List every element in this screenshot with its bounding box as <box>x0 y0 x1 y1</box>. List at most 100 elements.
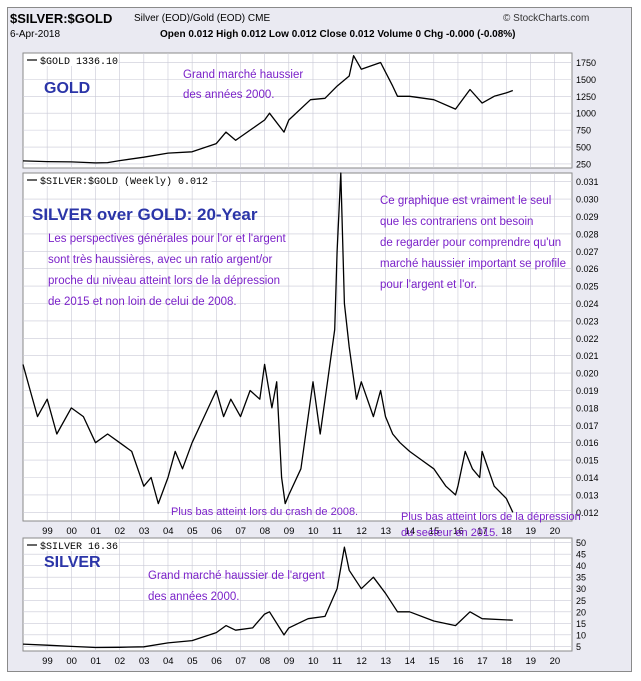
y-tick-label: 0.026 <box>576 264 599 274</box>
panel-silver <box>22 537 573 652</box>
y-tick-label: 5 <box>576 642 581 652</box>
x-tick-label: 14 <box>405 656 416 667</box>
x-tick-label: 13 <box>380 526 391 537</box>
y-tick-label: 0.028 <box>576 229 599 239</box>
y-tick-label: 1500 <box>576 75 596 85</box>
y-tick-label: 25 <box>576 596 586 606</box>
panel-gold <box>22 52 573 169</box>
x-tick-label: 15 <box>429 526 440 537</box>
x-tick-label: 19 <box>525 526 536 537</box>
y-tick-label: 0.023 <box>576 316 599 326</box>
annotation-low-2015: Plus bas atteint lors de la dépression du… <box>401 511 581 539</box>
y-tick-label: 0.015 <box>576 456 599 466</box>
y-tick-label: 40 <box>576 561 586 571</box>
x-tick-label: 17 <box>477 526 488 537</box>
x-tick-label: 06 <box>211 526 222 537</box>
x-tick-label: 07 <box>235 526 246 537</box>
chart-symbol: $SILVER:$GOLD <box>10 11 113 26</box>
y-tick-label: 15 <box>576 619 586 629</box>
series-line-gold <box>22 55 514 164</box>
x-tick-label: 05 <box>187 526 198 537</box>
legend-box <box>24 174 212 186</box>
x-tick-label: 20 <box>550 656 561 667</box>
legend-box <box>24 539 119 551</box>
y-tick-label: 0.025 <box>576 282 599 292</box>
y-tick-label: 0.029 <box>576 212 599 222</box>
y-tick-label: 20 <box>576 607 586 617</box>
annotation-low-2008: Plus bas atteint lors du crash de 2008. <box>171 506 358 518</box>
x-tick-label: 08 <box>260 526 271 537</box>
x-tick-label: 19 <box>525 656 536 667</box>
y-tick-label: 45 <box>576 550 586 560</box>
y-tick-label: 0.022 <box>576 334 599 344</box>
x-tick-label: 16 <box>453 526 464 537</box>
x-tick-label: 16 <box>453 656 464 667</box>
y-tick-label: 0.018 <box>576 403 599 413</box>
x-tick-label: 10 <box>308 656 319 667</box>
y-tick-label: 0.017 <box>576 421 599 431</box>
ohlc-readout: Open 0.012 High 0.012 Low 0.012 Close 0.… <box>160 29 516 40</box>
y-tick-label: 1750 <box>576 58 596 68</box>
legend-box <box>24 54 119 66</box>
y-tick-label: 0.016 <box>576 438 599 448</box>
y-tick-label: 0.021 <box>576 351 599 361</box>
x-tick-label: 09 <box>284 526 295 537</box>
y-tick-label: 0.014 <box>576 473 599 483</box>
y-tick-label: 10 <box>576 630 586 640</box>
y-tick-label: 0.013 <box>576 490 599 500</box>
x-tick-label: 06 <box>211 656 222 667</box>
x-tick-label: 11 <box>332 656 342 667</box>
x-tick-label: 01 <box>90 656 101 667</box>
series-line-silver-gold-ratio <box>22 172 514 513</box>
y-tick-label: 35 <box>576 573 586 583</box>
x-tick-label: 99 <box>42 656 53 667</box>
y-tick-label: 30 <box>576 584 586 594</box>
ratio-annotation-left: Les perspectives générales pour l'or et … <box>48 233 287 308</box>
ratio-title: SILVER over GOLD: 20-Year <box>32 205 258 224</box>
legend-label: $SILVER:$GOLD (Weekly) 0.012 <box>40 176 208 188</box>
x-tick-label: 04 <box>163 526 174 537</box>
silver-title: SILVER <box>44 554 101 571</box>
chart-frame: $SILVER:$GOLD Silver (EOD)/Gold (EOD) CM… <box>7 7 632 672</box>
y-tick-label: 750 <box>576 126 591 136</box>
x-tick-label: 20 <box>550 526 561 537</box>
x-tick-label: 07 <box>235 656 246 667</box>
x-tick-label: 08 <box>260 656 271 667</box>
x-tick-label: 18 <box>501 656 512 667</box>
ratio-annotation-right: Ce graphique est vraiment le seul que les… <box>380 195 566 291</box>
x-tick-label: 17 <box>477 656 488 667</box>
y-tick-label: 1000 <box>576 109 596 119</box>
x-tick-label: 00 <box>66 656 77 667</box>
legend-label: $SILVER 16.36 <box>40 541 118 553</box>
chart-description: Silver (EOD)/Gold (EOD) CME <box>134 13 271 24</box>
x-tick-label: 04 <box>163 656 174 667</box>
x-tick-label: 18 <box>501 526 512 537</box>
x-tick-label: 99 <box>42 526 53 537</box>
y-tick-label: 0.012 <box>576 508 599 518</box>
x-tick-label: 09 <box>284 656 295 667</box>
x-tick-label: 02 <box>115 656 126 667</box>
x-tick-label: 13 <box>380 656 391 667</box>
y-tick-label: 0.020 <box>576 369 599 379</box>
chart-date: 6-Apr-2018 <box>10 29 61 40</box>
x-tick-label: 03 <box>139 656 150 667</box>
x-tick-label: 10 <box>308 526 319 537</box>
x-tick-label: 02 <box>115 526 126 537</box>
x-tick-label: 11 <box>332 526 342 537</box>
y-tick-label: 0.024 <box>576 299 599 309</box>
x-tick-label: 05 <box>187 656 198 667</box>
gold-title: GOLD <box>44 80 90 97</box>
x-tick-label: 01 <box>90 526 101 537</box>
x-tick-label: 15 <box>429 656 440 667</box>
x-tick-label: 03 <box>139 526 150 537</box>
x-tick-label: 12 <box>356 656 367 667</box>
y-tick-label: 500 <box>576 143 591 153</box>
gold-annotation: Grand marché haussier des années 2000. <box>183 69 303 101</box>
y-tick-label: 0.030 <box>576 195 599 205</box>
x-tick-label: 00 <box>66 526 77 537</box>
silver-annotation: Grand marché haussier de l'argent des ann… <box>148 570 326 603</box>
y-tick-label: 0.031 <box>576 177 599 187</box>
y-tick-label: 0.027 <box>576 247 599 257</box>
y-tick-label: 1250 <box>576 92 596 102</box>
x-tick-label: 14 <box>405 526 416 537</box>
